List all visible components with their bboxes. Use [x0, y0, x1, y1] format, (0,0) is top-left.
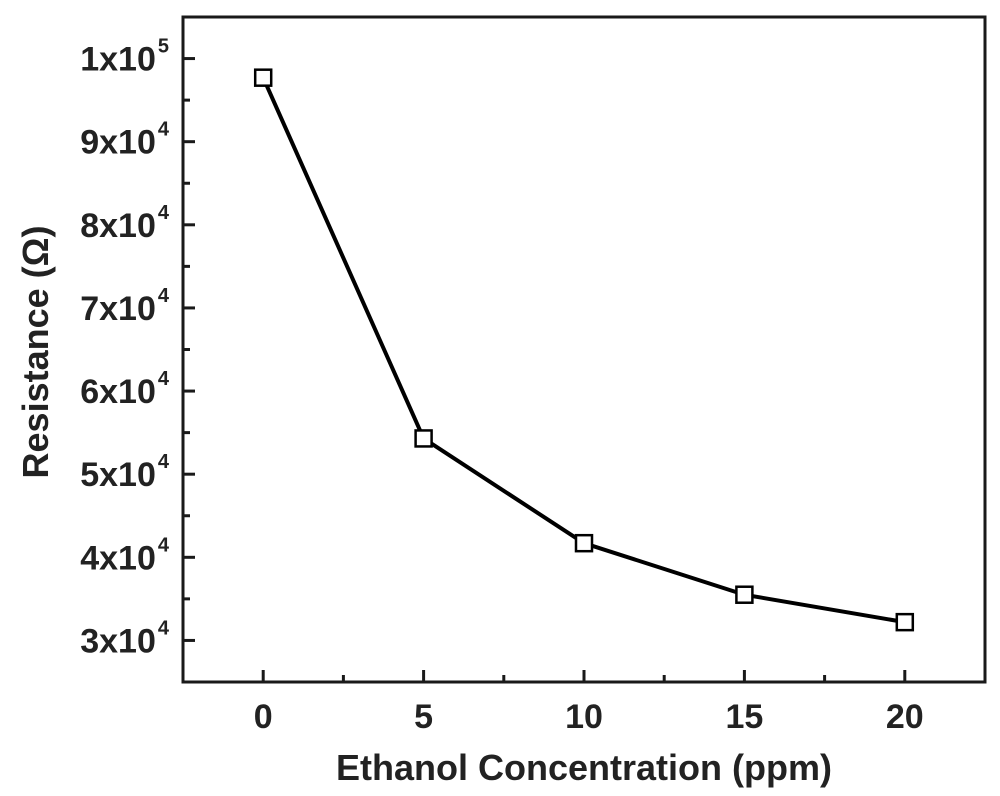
y-tick-label: 9x10 4 [80, 119, 170, 162]
y-tick-label: 3x10 4 [80, 617, 170, 660]
data-point-marker [414, 429, 433, 448]
y-tick-label: 7x10 4 [80, 285, 170, 328]
series-layer [253, 68, 915, 632]
y-tick-label: 1x10 5 [80, 36, 169, 79]
y-tick-label: 5x10 4 [80, 451, 170, 494]
plot-frame [181, 15, 987, 684]
x-tick-label: 20 [886, 698, 924, 736]
y-axis-title: Resistance (Ω) [15, 226, 56, 479]
data-point-marker [895, 612, 915, 632]
y-tick-label: 8x10 4 [80, 202, 170, 245]
data-point-marker [253, 68, 273, 87]
y-axis-ticks: 3x10 4 4x10 4 5x10 4 6x10 4 7x10 4 8x10 4 9x10 4 1x10 5 [80, 36, 195, 660]
x-tick-label: 5 [414, 698, 433, 736]
x-axis-ticks: 0 5 10 15 20 [254, 670, 924, 736]
x-tick-label: 0 [254, 698, 273, 736]
y-tick-label: 4x10 4 [80, 534, 170, 577]
data-point-marker [735, 585, 754, 604]
x-tick-label: 10 [565, 698, 603, 736]
x-tick-label: 15 [725, 698, 763, 736]
x-axis-title: Ethanol Concentration (ppm) [336, 747, 832, 788]
y-tick-label: 6x10 4 [80, 368, 170, 411]
data-point-marker [574, 533, 594, 553]
